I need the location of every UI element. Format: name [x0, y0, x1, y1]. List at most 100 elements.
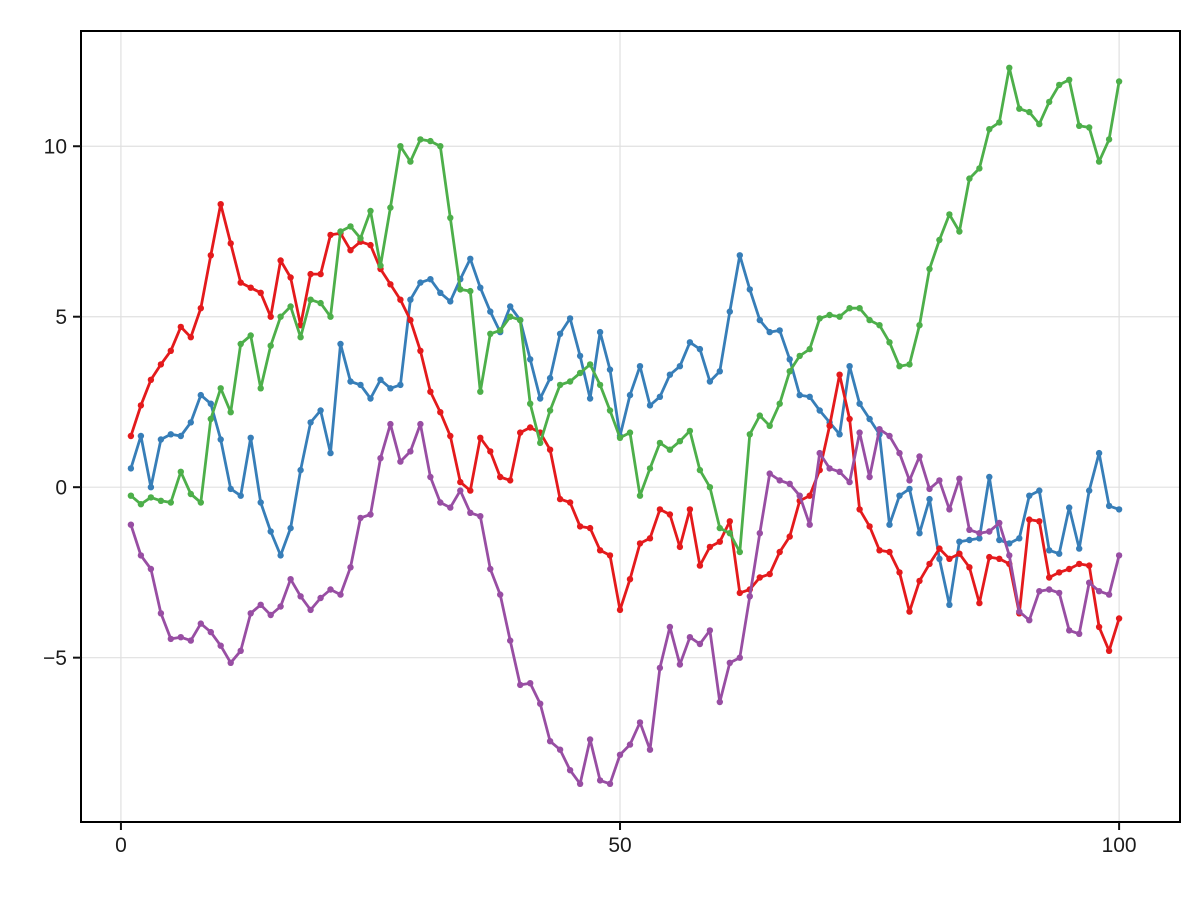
series-2-red-marker: [137, 402, 145, 409]
series-2-red-marker: [167, 347, 174, 354]
series-4-purple-marker: [507, 637, 514, 644]
series-1-blue-marker: [377, 376, 384, 383]
series-3-green-marker: [746, 431, 753, 438]
series-4-purple-marker: [846, 478, 853, 486]
x-tick-label: 100: [1102, 834, 1137, 857]
series-1-blue-marker: [387, 385, 394, 392]
series-1-blue-marker: [756, 316, 763, 324]
x-tick-label: 0: [115, 834, 127, 857]
series-3-green-marker: [1076, 122, 1083, 129]
series-3-green-marker: [187, 490, 194, 498]
series-2-red-marker: [497, 473, 504, 481]
series-3-green-marker: [756, 412, 763, 419]
series-4-purple-marker: [1046, 586, 1053, 593]
series-1-blue-marker: [537, 395, 544, 402]
series-3-green-marker: [566, 378, 574, 385]
series-3-green-marker: [467, 287, 474, 295]
series-1-blue-marker: [227, 485, 234, 493]
series-1-blue-marker: [956, 538, 963, 545]
series-4-purple-line: [129, 422, 1121, 786]
series-2-red-marker: [966, 564, 973, 571]
series-4-purple-marker: [447, 504, 454, 511]
series-3-green-marker: [556, 381, 564, 389]
series-2-red-marker: [257, 289, 264, 296]
series-1-blue-marker: [836, 431, 843, 438]
y-tick-label: −5: [43, 647, 67, 670]
series-1-blue-line: [129, 253, 1121, 607]
series-1-blue-marker: [706, 378, 714, 385]
series-1-blue-marker: [556, 330, 564, 337]
series-1-blue-marker: [1076, 545, 1083, 552]
series-2-red-marker: [1066, 565, 1073, 573]
series-4-purple-marker: [347, 564, 354, 571]
series-3-green-marker: [956, 228, 963, 235]
series-1-blue-marker: [806, 393, 813, 400]
series-4-purple-marker: [976, 530, 983, 537]
series-3-green-marker: [656, 439, 664, 447]
series-2-red-marker: [397, 296, 404, 303]
series-4-purple-marker: [1105, 591, 1113, 598]
series-3-green-marker: [237, 340, 244, 348]
series-1-blue-marker: [606, 366, 614, 373]
series-4-purple-marker: [696, 640, 704, 648]
series-2-red-marker: [517, 429, 524, 436]
series-1-blue-marker: [1056, 550, 1063, 557]
series-3-green-marker: [546, 407, 554, 414]
series-4-purple-marker: [756, 530, 763, 537]
series-4-purple-marker: [487, 565, 494, 573]
series-4-purple-marker: [297, 593, 304, 600]
series-3-green-marker: [1095, 158, 1103, 165]
series-1-blue-marker: [417, 279, 424, 286]
series-4-purple-marker: [437, 499, 444, 506]
series-3-green-marker: [1026, 108, 1033, 116]
series-4-purple-marker: [946, 506, 953, 513]
series-4-purple-marker: [726, 659, 733, 666]
series-1-blue-marker: [1026, 492, 1033, 499]
series-2-red-marker: [906, 608, 913, 615]
series-1-blue-marker: [586, 395, 594, 402]
series-4-purple-marker: [207, 628, 214, 636]
series-4-purple-marker: [1026, 617, 1033, 624]
series-2-red-marker: [217, 201, 224, 208]
series-2-red-marker: [267, 313, 274, 320]
series-3-green-marker: [736, 548, 743, 556]
series-4-purple-marker: [457, 487, 464, 494]
series-3-green-marker: [776, 400, 783, 407]
series-4-purple-marker: [716, 698, 723, 706]
series-2-red-marker: [946, 555, 953, 562]
series-4-purple-marker: [337, 591, 344, 598]
series-3-green-marker: [537, 439, 544, 447]
series-4-purple-marker: [187, 637, 194, 644]
series-3-green-marker: [407, 158, 414, 165]
series-4-purple-marker: [1016, 608, 1023, 615]
series-2-red-marker: [277, 257, 284, 264]
series-1-blue-marker: [207, 400, 214, 407]
series-2-red-marker: [976, 599, 983, 607]
series-4-purple-marker: [856, 429, 863, 436]
series-3-green-marker: [317, 299, 324, 307]
series-1-blue-marker: [467, 255, 474, 262]
series-1-blue-marker: [257, 499, 264, 506]
series-2-red-marker: [666, 511, 674, 518]
series-1-blue-marker: [716, 368, 723, 375]
series-4-purple-marker: [996, 519, 1003, 527]
series-2-red-marker: [586, 524, 594, 532]
series-4-purple-marker: [157, 610, 165, 617]
series-3-green-marker: [636, 492, 644, 499]
series-4-purple-marker: [1086, 579, 1093, 586]
series-4-purple-marker: [666, 623, 674, 631]
series-1-blue-marker: [686, 339, 694, 346]
series-2-red-marker: [1095, 623, 1103, 631]
x-tick-label: 50: [608, 834, 631, 857]
series-4-purple-marker: [327, 586, 334, 593]
series-4-purple-marker: [137, 552, 145, 559]
series-2-red-marker: [716, 538, 723, 545]
series-4-purple-marker: [986, 528, 993, 535]
series-3-green-marker: [946, 211, 953, 218]
series-1-blue-marker: [936, 555, 943, 562]
series-2-red-marker: [387, 281, 394, 288]
series-3-green-marker: [177, 468, 184, 475]
series-3-green-marker: [1056, 81, 1063, 89]
series-4-purple-marker: [956, 475, 963, 482]
